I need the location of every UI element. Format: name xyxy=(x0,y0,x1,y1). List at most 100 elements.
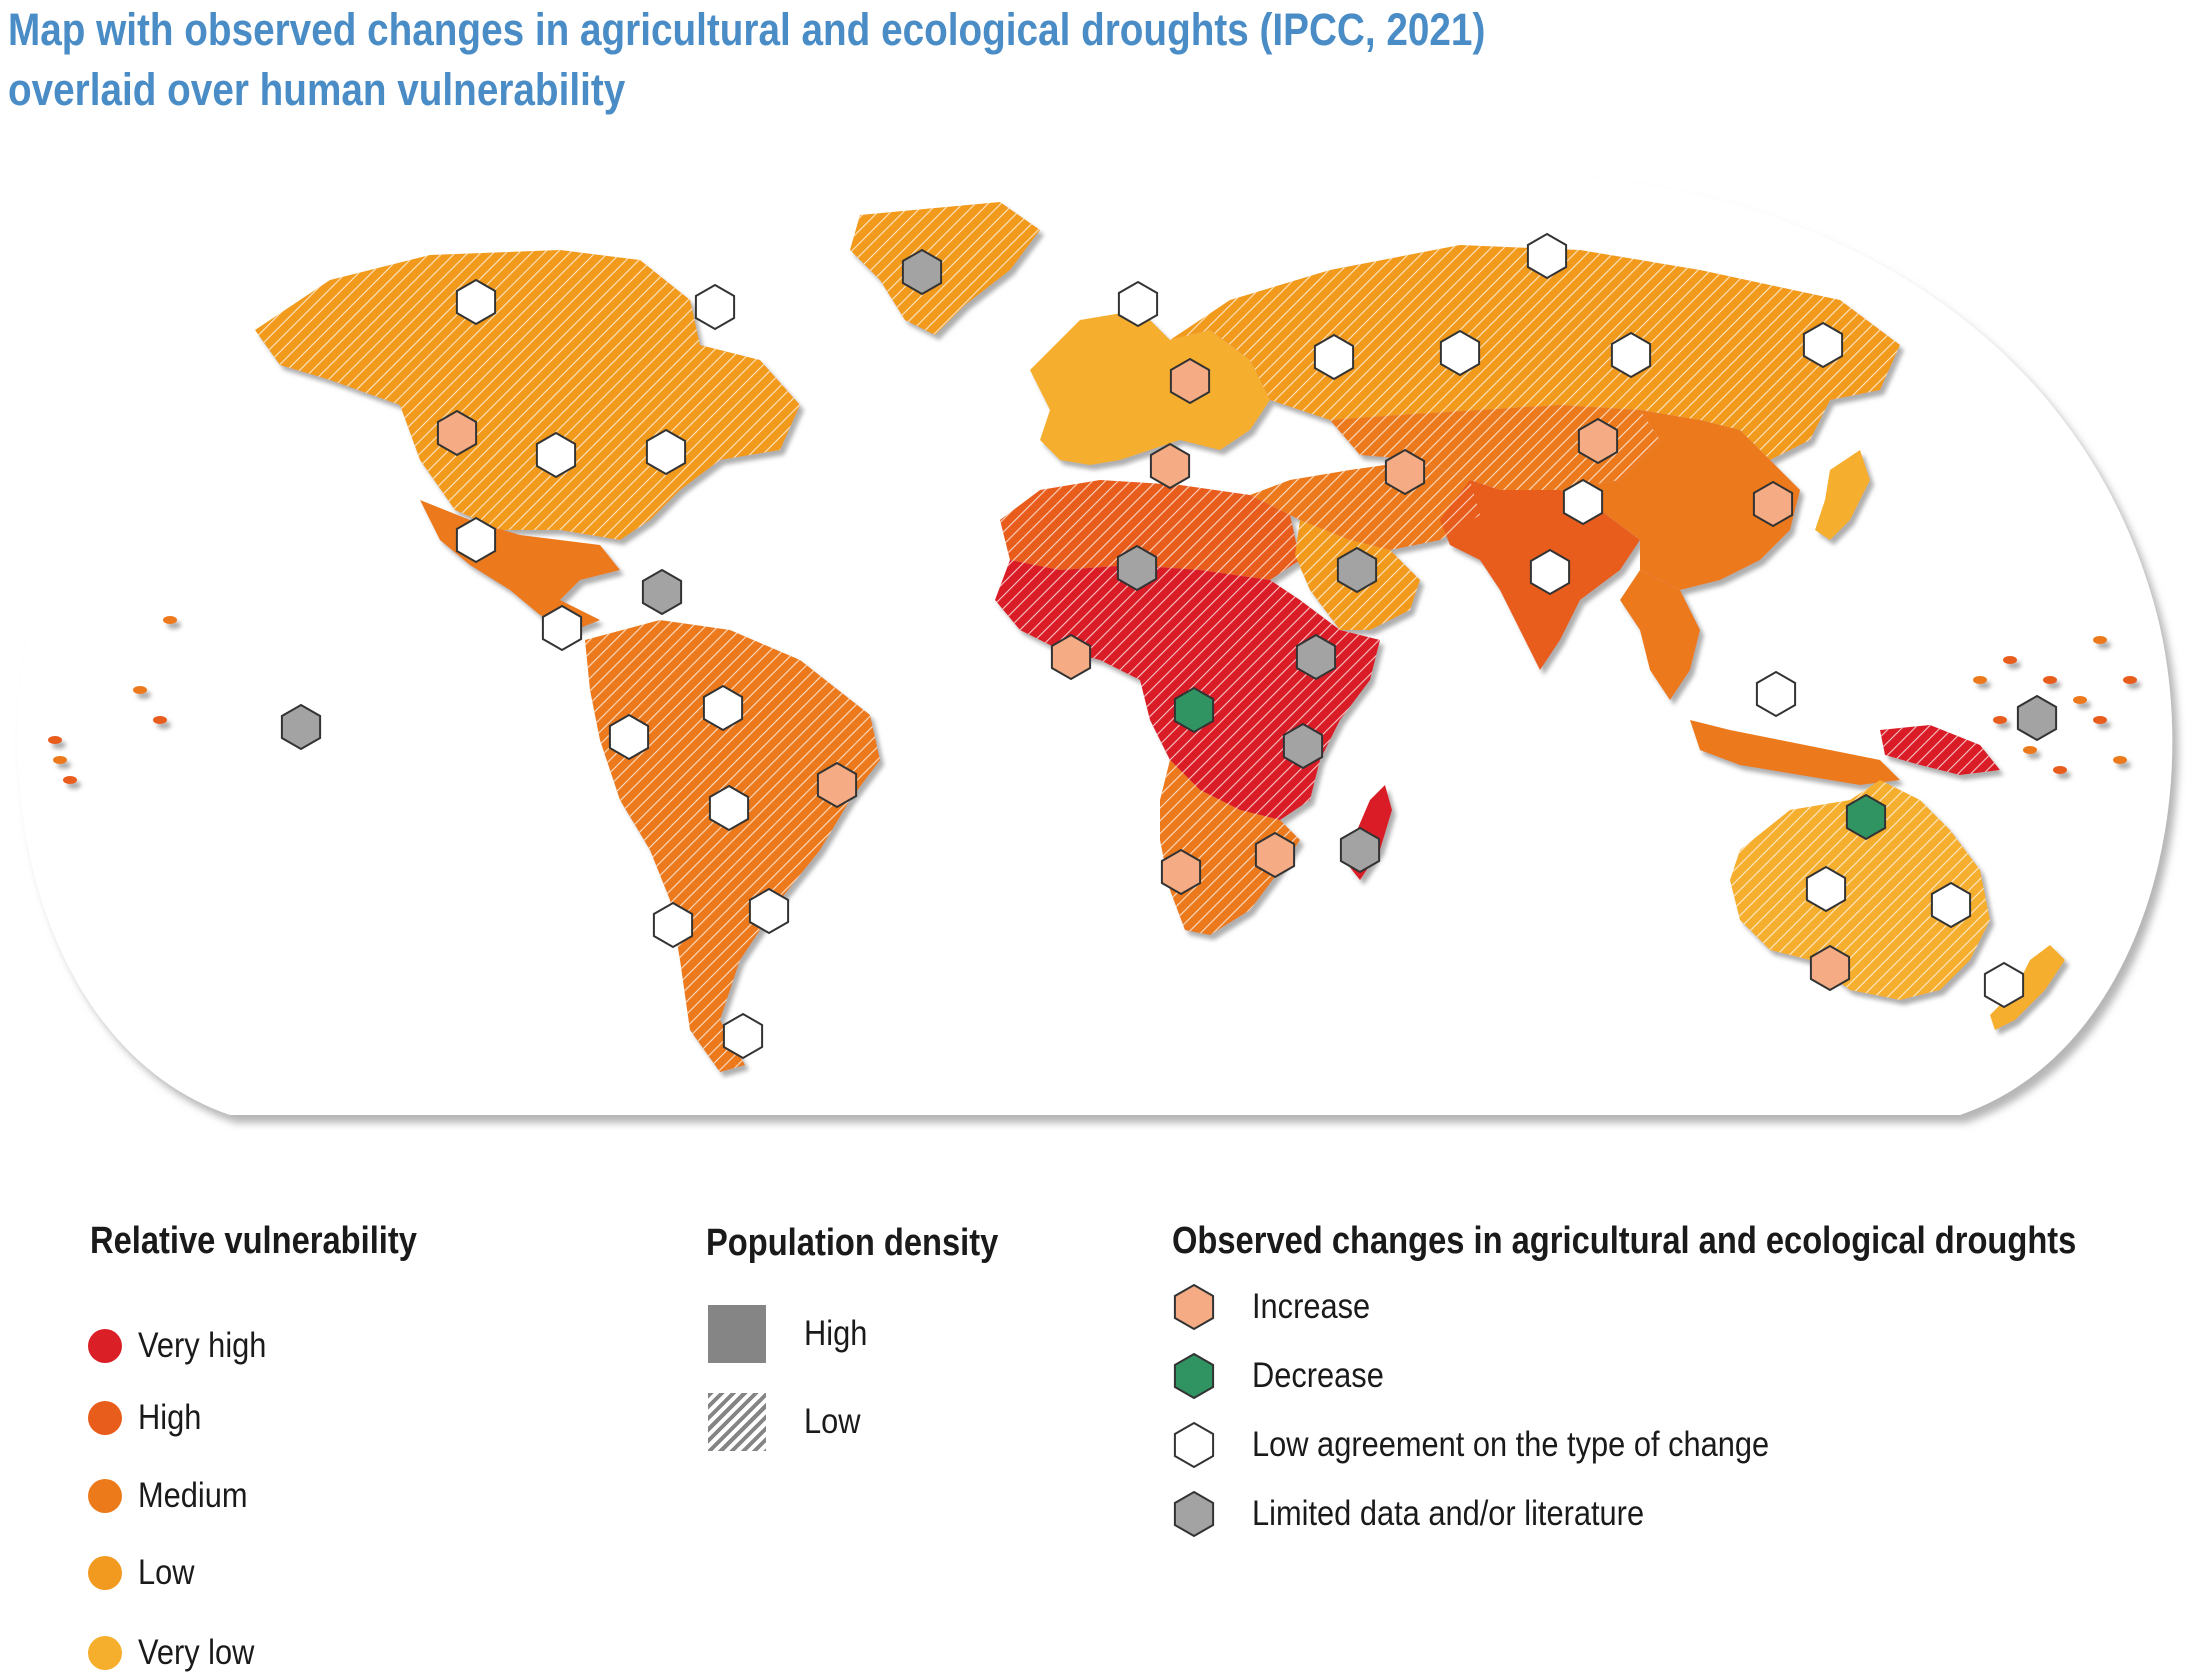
vulnerability-label: Very high xyxy=(138,1326,267,1365)
hexagon-western-central-europe xyxy=(1169,357,1211,405)
hexagon-south-american-monsoon xyxy=(708,784,750,832)
hexagon-arabian-peninsula xyxy=(1336,546,1378,594)
island-12 xyxy=(1993,716,2007,724)
region-hatch-papua-new-guinea xyxy=(1880,725,2000,775)
island-16 xyxy=(2003,656,2017,664)
hexagon-western-southern-africa xyxy=(1160,848,1202,896)
hexagon-limited-icon xyxy=(1173,1490,1215,1538)
density-swatch-hatched xyxy=(708,1393,766,1451)
vulnerability-swatch xyxy=(88,1329,122,1363)
region-new-zealand xyxy=(1990,945,2065,1030)
hexagon-central-australia xyxy=(1805,865,1847,913)
title-line-1: Map with observed changes in agricultura… xyxy=(8,4,1486,55)
vulnerability-item-2: Medium xyxy=(88,1475,262,1517)
vulnerability-item-0: Very high xyxy=(88,1325,284,1367)
hexagon-russian-arctic xyxy=(1526,232,1568,280)
island-9 xyxy=(2113,756,2127,764)
island-10 xyxy=(2053,766,2067,774)
hexagon-northern-europe xyxy=(1117,280,1159,328)
vulnerability-swatch xyxy=(88,1401,122,1435)
region-europe xyxy=(1030,310,1270,465)
drought-item-1: Decrease xyxy=(1170,1350,1402,1402)
drought-item-0: Increase xyxy=(1170,1281,1386,1333)
hexagon-south-western-south-america xyxy=(652,901,694,949)
hexagon-northern-australia xyxy=(1845,793,1887,841)
density-item-0: High xyxy=(708,1305,876,1363)
hexagon-east-siberia xyxy=(1610,331,1652,379)
hexagon-pacific-small-islands xyxy=(280,703,322,751)
hexagon-south-east-asia xyxy=(1755,670,1797,718)
hexagon-north-eastern-south-america xyxy=(816,761,858,809)
vulnerability-label: Medium xyxy=(138,1476,248,1515)
island-11 xyxy=(2023,746,2037,754)
hexagon-pacific-islands-west xyxy=(2016,694,2058,742)
hexagon-eastern-southern-africa xyxy=(1254,831,1296,879)
hexagon-north-eastern-africa xyxy=(1295,633,1337,681)
region-hatch-south-america xyxy=(585,620,880,1072)
vulnerability-label: High xyxy=(138,1398,202,1437)
hexagon-sahara xyxy=(1116,544,1158,592)
map-hexagons xyxy=(280,232,2058,1060)
hexagon-southern-south-america xyxy=(722,1012,764,1060)
hexagon-central-africa xyxy=(1173,686,1215,734)
hexagon-russian-far-east xyxy=(1802,321,1844,369)
drought-item-2: Low agreement on the type of change xyxy=(1170,1419,1840,1471)
hexagon-central-north-america xyxy=(535,431,577,479)
hexagon-greenland xyxy=(901,248,943,296)
region-hatch-russia xyxy=(1170,245,1900,460)
island-8 xyxy=(2093,716,2107,724)
region-hatch-central-asia xyxy=(1330,405,1660,490)
hexagon-north-west-canada xyxy=(455,278,497,326)
island-3 xyxy=(133,686,147,694)
density-label: High xyxy=(804,1314,868,1353)
hexagon-south-eastern-africa xyxy=(1282,722,1324,770)
region-hatch-north-africa xyxy=(1000,480,1300,580)
density-label: Low xyxy=(804,1402,861,1441)
hexagon-decrease-icon xyxy=(1173,1352,1215,1400)
hexagon-new-zealand xyxy=(1983,961,2025,1009)
region-indonesia xyxy=(1690,720,1900,785)
region-hatch-southern-africa xyxy=(1160,760,1300,935)
hexagon-tibetan-plateau xyxy=(1562,478,1604,526)
drought-label: Limited data and/or literature xyxy=(1252,1494,1645,1533)
map-title: Map with observed changes in agricultura… xyxy=(8,0,1556,120)
world-map xyxy=(17,168,2173,1115)
island-6 xyxy=(2043,676,2057,684)
hexagon-south-asia xyxy=(1529,548,1571,596)
hexagon-south-eastern-south-america xyxy=(748,887,790,935)
hexagon-south-central-america xyxy=(541,604,583,652)
island-2 xyxy=(63,776,77,784)
hexagon-north-east-canada xyxy=(694,283,736,331)
drought-item-3: Limited data and/or literature xyxy=(1170,1488,1698,1540)
vulnerability-item-4: Very low xyxy=(88,1632,270,1674)
hexagon-north-western-south-america xyxy=(608,713,650,761)
hexagon-madagascar xyxy=(1339,826,1381,874)
hexagon-western-north-america xyxy=(436,409,478,457)
vulnerability-label: Very low xyxy=(138,1633,255,1672)
vulnerability-swatch xyxy=(88,1636,122,1670)
island-4 xyxy=(153,716,167,724)
density-swatch-solid xyxy=(708,1305,766,1363)
island-7 xyxy=(2073,696,2087,704)
hexagon-caribbean xyxy=(641,568,683,616)
vulnerability-legend-heading: Relative vulnerability xyxy=(90,1220,417,1262)
hexagon-eastern-europe xyxy=(1313,333,1355,381)
region-southeast-asia xyxy=(1620,570,1700,700)
drought-legend-heading: Observed changes in agricultural and eco… xyxy=(1172,1220,2077,1262)
vulnerability-label: Low xyxy=(138,1553,195,1592)
region-hatch-australia xyxy=(1730,780,1990,1000)
island-5 xyxy=(163,616,177,624)
hexagon-low-agreement-icon xyxy=(1173,1421,1215,1469)
hexagon-mediterranean xyxy=(1149,442,1191,490)
hexagon-increase-icon xyxy=(1173,1283,1215,1331)
title-line-2: overlaid over human vulnerability xyxy=(8,64,626,115)
density-item-1: Low xyxy=(708,1393,868,1451)
drought-label: Increase xyxy=(1252,1287,1371,1326)
island-13 xyxy=(2093,636,2107,644)
hexagon-north-central-america xyxy=(455,516,497,564)
vulnerability-swatch xyxy=(88,1556,122,1590)
hexagon-west-central-asia xyxy=(1384,448,1426,496)
region-east-asia xyxy=(1560,410,1800,590)
vulnerability-item-3: Low xyxy=(88,1552,202,1594)
hexagon-northern-south-america xyxy=(702,684,744,732)
